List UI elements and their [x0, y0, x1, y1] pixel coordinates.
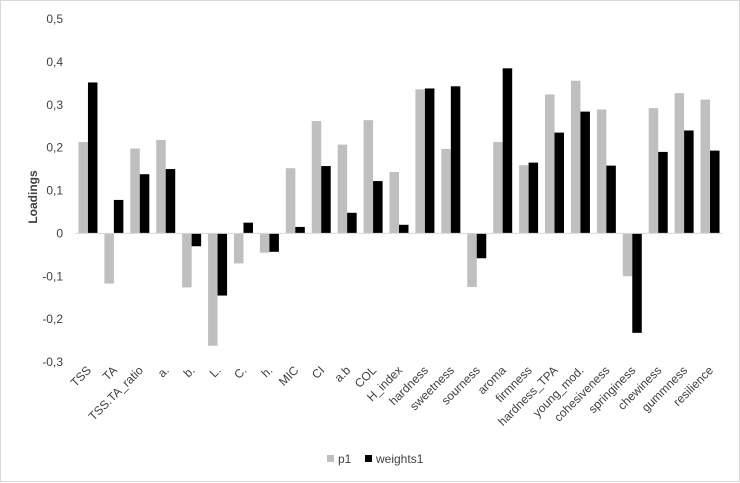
bar-weights1-young_mod. — [580, 111, 590, 234]
bar-p1-sweetness — [441, 148, 451, 234]
bar-p1-cohesiveness — [596, 109, 607, 234]
bar-weights1-springiness — [632, 233, 642, 333]
y-tick-label: 0,5 — [46, 12, 63, 26]
bar-p1-sourness — [467, 233, 477, 287]
bar-p1-chewiness — [648, 108, 659, 234]
bar-p1-a. — [156, 139, 166, 234]
bar-weights1-MIC — [295, 226, 305, 234]
bar-p1-hardness_TPA — [545, 94, 555, 234]
bar-weights1-C. — [243, 222, 253, 234]
y-tick-label: 0 — [56, 226, 63, 240]
legend: p1 weights1 — [327, 452, 424, 466]
bar-p1-hardness — [415, 89, 425, 234]
x-tick-label: L. — [207, 363, 224, 380]
bar-p1-resilience — [700, 99, 711, 234]
y-tick-label: 0,2 — [46, 141, 63, 155]
bar-weights1-sourness — [476, 233, 487, 259]
bar-weights1-H_index — [399, 224, 409, 234]
y-tick-label: 0,3 — [46, 98, 63, 112]
x-tick-label: TSS — [68, 363, 94, 389]
bar-weights1-L. — [217, 233, 228, 296]
bar-p1-L. — [208, 233, 218, 346]
bar-p1-h. — [259, 233, 270, 253]
y-tick-label: -0,1 — [42, 269, 63, 283]
x-tick-label: h. — [259, 363, 276, 380]
y-tick-label: -0,3 — [42, 355, 63, 369]
x-tick-label: TA — [100, 363, 120, 383]
legend-label-p1: p1 — [338, 452, 352, 466]
bar-weights1-sweetness — [450, 86, 461, 234]
x-tick-label: C. — [231, 363, 249, 381]
bar-p1-MIC — [285, 168, 296, 234]
legend-label-weights1: weights1 — [375, 452, 424, 466]
bar-weights1-TA — [113, 199, 124, 234]
y-axis-title: Loadings — [26, 170, 40, 224]
y-tick-label: -0,2 — [42, 312, 63, 326]
bar-weights1-resilience — [710, 150, 720, 234]
bar-p1-b. — [182, 233, 192, 288]
x-tick-label: b. — [181, 363, 198, 380]
bar-weights1-TSS.TA_ratio — [139, 174, 150, 234]
x-tick-label: MIC — [276, 363, 302, 389]
y-tick-label: 0,4 — [46, 55, 63, 69]
bar-p1-aroma — [493, 142, 503, 234]
bar-p1-TA — [104, 233, 114, 284]
bar-weights1-h. — [269, 233, 279, 252]
bar-p1-young_mod. — [570, 80, 581, 234]
bar-weights1-CI — [321, 166, 331, 234]
bar-weights1-hardness_TPA — [554, 132, 565, 234]
x-tick-label: a. — [155, 363, 172, 380]
bar-weights1-aroma — [502, 68, 513, 234]
bar-weights1-b. — [191, 233, 202, 247]
bar-p1-a.b — [337, 144, 348, 234]
bar-weights1-TSS — [87, 82, 98, 234]
bar-p1-TSS — [78, 142, 88, 234]
bar-weights1-cohesiveness — [606, 165, 616, 234]
bar-weights1-firmness — [528, 162, 539, 234]
x-tick-label: a.b — [332, 363, 354, 385]
bar-weights1-a.b — [347, 212, 357, 234]
bar-p1-C. — [233, 233, 244, 264]
y-axis-ticks: 0,5 0,4 0,3 0,2 0,1 0 -0,1 -0,2 -0,3 — [42, 12, 63, 369]
bar-p1-CI — [311, 121, 322, 234]
bar-p1-springiness — [622, 233, 633, 277]
y-tick-label: 0,1 — [46, 184, 63, 198]
bar-p1-TSS.TA_ratio — [130, 148, 140, 234]
bar-weights1-a. — [165, 169, 176, 234]
bar-p1-firmness — [519, 165, 529, 234]
bar-weights1-COL — [373, 181, 383, 234]
bar-weights1-gummness — [684, 130, 694, 234]
bars — [78, 68, 720, 346]
legend-swatch-p1 — [327, 455, 334, 462]
bar-p1-COL — [363, 120, 374, 234]
bar-p1-gummness — [674, 93, 685, 234]
bar-weights1-hardness — [424, 88, 435, 234]
legend-swatch-weights1 — [365, 455, 372, 462]
x-tick-label: CI — [309, 363, 327, 381]
bar-weights1-chewiness — [658, 151, 668, 234]
bar-p1-H_index — [389, 172, 399, 234]
